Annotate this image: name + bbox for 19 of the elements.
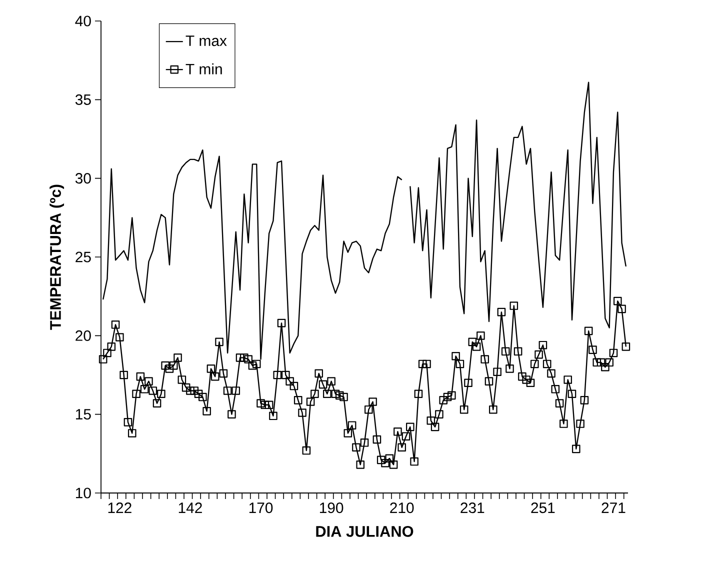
y-tick-label: 30 <box>75 173 91 184</box>
y-tick-label: 35 <box>75 94 91 105</box>
x-tick-label: 271 <box>602 502 626 513</box>
x-tick-label: 231 <box>460 502 484 514</box>
y-tick-label: 40 <box>75 16 91 26</box>
legend-label: T max <box>186 36 227 46</box>
y-tick-label: 10 <box>76 488 91 498</box>
y-tick-label: 20 <box>76 330 91 341</box>
x-axis-title: DIA JULIANO <box>316 526 414 537</box>
x-tick-label: 251 <box>531 502 555 514</box>
y-axis-title: TEMPERATURA (ºc) <box>50 184 64 330</box>
x-tick-label: 122 <box>108 502 132 513</box>
x-tick-label: 170 <box>249 502 273 514</box>
y-tick-label: 25 <box>76 252 91 262</box>
x-tick-label: 142 <box>178 502 202 513</box>
legend-label: T min <box>186 63 222 74</box>
y-tick-label: 15 <box>76 409 91 420</box>
x-tick-label: 190 <box>320 502 344 514</box>
x-tick-label: 210 <box>390 502 414 514</box>
